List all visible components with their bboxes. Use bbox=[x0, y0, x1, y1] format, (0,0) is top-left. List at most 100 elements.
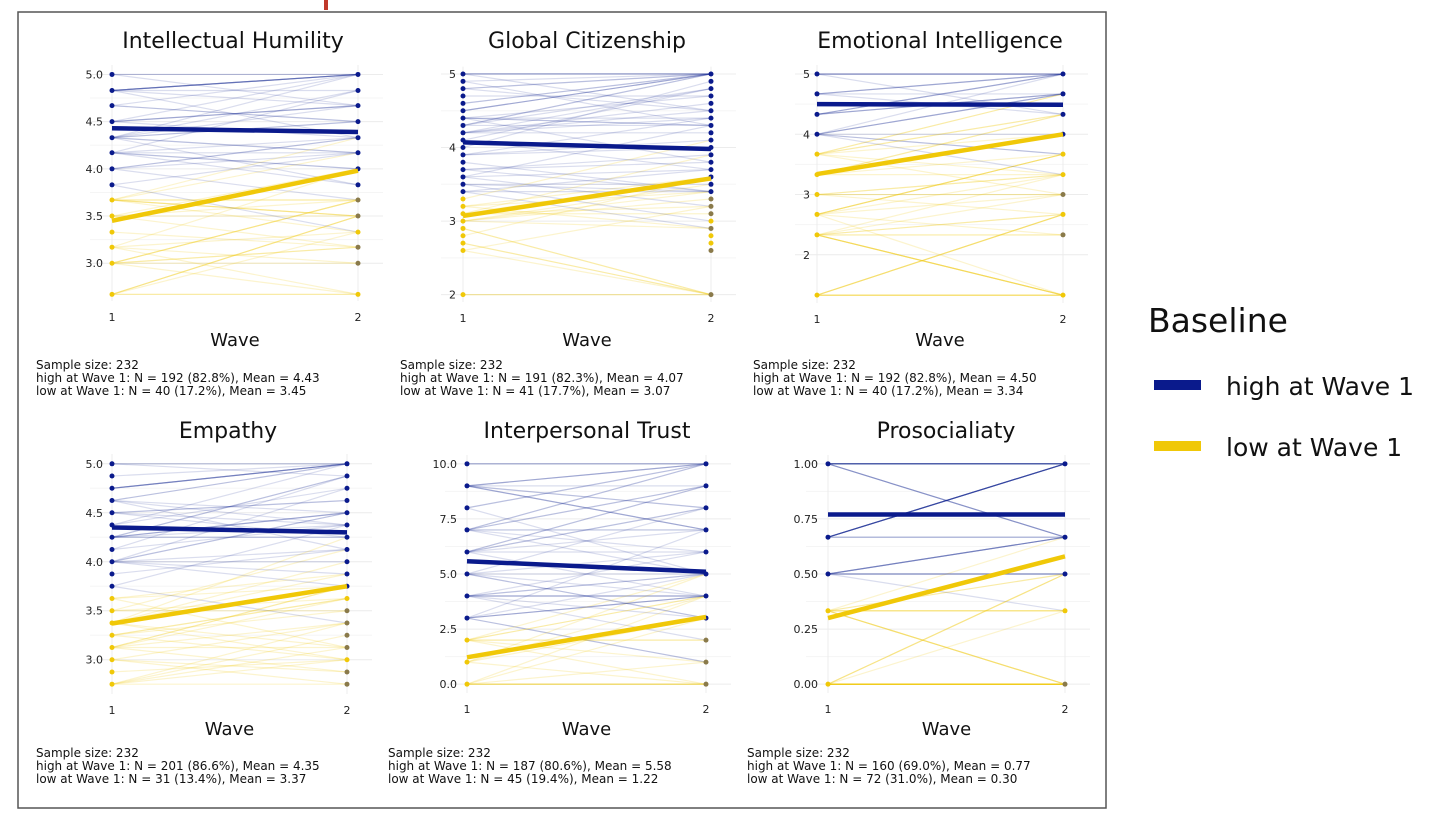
panel-caption-line: Sample size: 232 bbox=[388, 746, 491, 760]
individual-trajectory bbox=[462, 73, 712, 104]
wave2-point bbox=[708, 189, 714, 195]
legend-swatch-low bbox=[1154, 441, 1201, 451]
individual-trajectory bbox=[462, 73, 712, 112]
individual-trajectory bbox=[111, 512, 348, 526]
legend-label-high: high at Wave 1 bbox=[1226, 372, 1414, 401]
wave2-point bbox=[708, 86, 714, 92]
individual-trajectory bbox=[111, 536, 348, 624]
wave1-point bbox=[460, 71, 466, 77]
individual-trajectory bbox=[816, 113, 1064, 176]
wave1-point bbox=[464, 527, 470, 533]
individual-trajectory bbox=[816, 213, 1064, 296]
individual-trajectory bbox=[466, 551, 707, 597]
individual-trajectory bbox=[111, 246, 359, 264]
wave1-point bbox=[109, 559, 115, 565]
individual-trajectory bbox=[111, 622, 348, 649]
mean-line-low bbox=[111, 584, 348, 626]
y-tick-label: 4 bbox=[803, 128, 810, 141]
panel-2: 2 3 4 5 1 2 Emotional Intelligence Wave Sample s… bbox=[753, 29, 1088, 398]
individual-trajectory bbox=[111, 622, 348, 661]
individual-trajectory bbox=[111, 73, 359, 92]
wave2-point bbox=[355, 119, 361, 125]
individual-trajectory bbox=[111, 659, 348, 673]
wave1-point bbox=[109, 608, 115, 614]
wave1-point bbox=[109, 260, 115, 266]
mean-line-high bbox=[462, 140, 712, 152]
individual-trajectory bbox=[466, 617, 707, 685]
wave1-point bbox=[460, 122, 466, 128]
individual-trajectory bbox=[827, 610, 1066, 685]
panel-0: 3.0 3.5 4.0 4.5 5.0 1 2 Intellectual Humility Wa… bbox=[36, 29, 383, 398]
wave2-point bbox=[344, 547, 350, 553]
wave1-point bbox=[460, 115, 466, 121]
wave2-point bbox=[1060, 211, 1066, 217]
y-tick-label: 5.0 bbox=[86, 68, 104, 81]
wave1-point bbox=[460, 248, 466, 254]
individual-trajectory bbox=[827, 463, 1066, 538]
individual-trajectory bbox=[827, 536, 1066, 575]
individual-trajectory bbox=[462, 191, 712, 230]
wave1-point bbox=[109, 681, 115, 687]
wave2-point bbox=[1062, 534, 1068, 540]
individual-trajectory bbox=[111, 646, 348, 685]
wave1-point bbox=[814, 292, 820, 298]
individual-trajectory bbox=[111, 215, 359, 295]
wave2-point bbox=[1060, 151, 1066, 157]
wave2-point bbox=[344, 595, 350, 601]
individual-trajectory bbox=[816, 153, 1064, 176]
individual-trajectory bbox=[816, 213, 1064, 296]
individual-trajectory bbox=[816, 213, 1064, 296]
individual-trajectory bbox=[816, 234, 1064, 296]
wave1-point bbox=[109, 657, 115, 663]
x-tick-label: 1 bbox=[460, 312, 467, 325]
wave1-point bbox=[109, 547, 115, 553]
panel-caption-line: low at Wave 1: N = 41 (17.7%), Mean = 3.… bbox=[400, 384, 670, 398]
individual-trajectory bbox=[111, 168, 359, 201]
wave1-point bbox=[109, 510, 115, 516]
individual-trajectory bbox=[816, 153, 1064, 216]
individual-trajectory bbox=[816, 153, 1064, 216]
individual-trajectory bbox=[111, 499, 348, 514]
individual-trajectory bbox=[466, 485, 707, 531]
panel-title: Empathy bbox=[179, 419, 277, 444]
individual-trajectory bbox=[827, 573, 1066, 612]
y-tick-label: 5.0 bbox=[440, 568, 458, 581]
wave2-point bbox=[355, 150, 361, 156]
y-tick-label: 2 bbox=[449, 289, 456, 302]
individual-trajectory bbox=[462, 88, 712, 127]
wave2-point bbox=[1060, 111, 1066, 117]
panel-caption-line: high at Wave 1: N = 191 (82.3%), Mean = … bbox=[400, 371, 684, 385]
x-tick-label: 1 bbox=[825, 703, 832, 716]
wave2-point bbox=[708, 78, 714, 84]
wave1-point bbox=[109, 213, 115, 219]
panel-caption-line: Sample size: 232 bbox=[36, 746, 139, 760]
y-tick-label: 4.0 bbox=[86, 163, 104, 176]
individual-trajectory bbox=[111, 524, 348, 551]
individual-trajectory bbox=[462, 183, 712, 193]
individual-trajectory bbox=[466, 639, 707, 685]
wave1-point bbox=[109, 461, 115, 467]
wave2-point bbox=[344, 559, 350, 565]
individual-trajectory bbox=[111, 199, 359, 233]
individual-trajectory bbox=[827, 463, 1066, 538]
legend-swatch-high bbox=[1154, 380, 1201, 390]
individual-trajectory bbox=[827, 573, 1066, 612]
wave1-point bbox=[109, 119, 115, 125]
individual-trajectory bbox=[111, 463, 348, 526]
individual-trajectory bbox=[462, 191, 712, 222]
individual-trajectory bbox=[466, 463, 707, 531]
wave2-point bbox=[355, 71, 361, 77]
individual-trajectory bbox=[462, 73, 712, 127]
wave1-point bbox=[109, 485, 115, 491]
individual-trajectory bbox=[816, 93, 1064, 135]
individual-trajectory bbox=[816, 133, 1064, 155]
red-marker bbox=[324, 0, 328, 10]
legend-title: Baseline bbox=[1148, 301, 1288, 340]
individual-trajectory bbox=[462, 73, 712, 90]
individual-trajectory bbox=[111, 512, 348, 538]
x-tick-label: 1 bbox=[464, 703, 471, 716]
individual-trajectory bbox=[462, 154, 712, 171]
wave2-point bbox=[355, 213, 361, 219]
individual-trajectory bbox=[816, 93, 1064, 135]
